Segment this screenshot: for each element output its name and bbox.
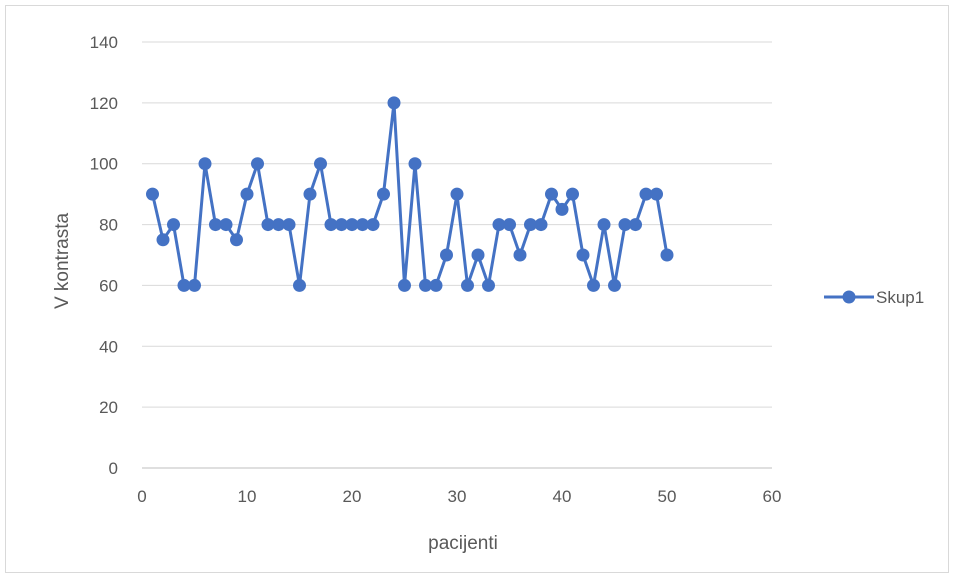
y-tick-label-140: 140 xyxy=(90,33,118,52)
data-point xyxy=(377,187,390,201)
x-tick-label-0: 0 xyxy=(137,487,146,506)
legend-marker xyxy=(842,290,856,304)
data-point xyxy=(482,278,495,292)
data-point xyxy=(545,187,558,201)
x-tick-label-30: 30 xyxy=(448,487,467,506)
data-point xyxy=(156,233,170,247)
data-point xyxy=(356,218,369,232)
data-point xyxy=(566,187,579,201)
data-point xyxy=(177,278,191,292)
data-point xyxy=(146,187,159,201)
x-tick-label-50: 50 xyxy=(658,487,677,506)
y-tick-label-0: 0 xyxy=(109,459,118,478)
series-layer xyxy=(146,96,674,292)
data-point xyxy=(461,278,474,292)
y-tick-label-80: 80 xyxy=(99,216,118,235)
data-point xyxy=(398,278,411,292)
data-point xyxy=(345,218,359,232)
data-point xyxy=(419,278,432,292)
data-point xyxy=(471,248,485,262)
data-point xyxy=(660,248,674,262)
data-point xyxy=(335,218,348,232)
data-point xyxy=(524,218,537,232)
data-point xyxy=(293,278,306,292)
data-point xyxy=(597,218,611,232)
data-point xyxy=(303,187,317,201)
data-point xyxy=(534,218,548,232)
data-point xyxy=(576,248,590,262)
y-axis-label: V kontrasta xyxy=(52,213,73,310)
data-point xyxy=(618,218,632,232)
legend-label: Skup1 xyxy=(876,288,924,307)
series-line-0 xyxy=(151,101,669,287)
data-point xyxy=(366,218,380,232)
y-tick-label-120: 120 xyxy=(90,94,118,113)
x-axis-label: pacijenti xyxy=(428,533,498,554)
x-tick-label-40: 40 xyxy=(553,487,572,506)
data-point xyxy=(314,157,327,171)
y-tick-label-40: 40 xyxy=(99,337,118,356)
data-point xyxy=(230,233,243,247)
data-point xyxy=(324,218,338,232)
x-tick-label-10: 10 xyxy=(238,487,257,506)
data-point xyxy=(282,218,296,232)
data-point xyxy=(219,218,233,232)
data-point xyxy=(188,278,201,292)
data-point xyxy=(450,187,464,201)
data-point xyxy=(272,218,285,232)
data-point xyxy=(513,248,527,262)
y-tick-label-100: 100 xyxy=(90,155,118,174)
data-point xyxy=(167,218,180,232)
data-point xyxy=(650,187,663,201)
data-point xyxy=(198,157,212,171)
data-point xyxy=(555,202,569,216)
y-tick-label-20: 20 xyxy=(99,398,118,417)
data-point xyxy=(587,278,600,292)
data-point xyxy=(440,248,453,262)
data-point xyxy=(251,157,264,171)
chart-svg: 0 20 40 60 80 100 120 140 0 10 20 30 40 50 60 pacijen… xyxy=(52,33,924,554)
data-point xyxy=(209,218,222,232)
y-tick-labels: 0 20 40 60 80 100 120 140 xyxy=(90,33,118,478)
legend: Skup1 xyxy=(824,288,924,307)
x-tick-label-60: 60 xyxy=(763,487,782,506)
data-point xyxy=(387,96,401,110)
data-point xyxy=(408,157,422,171)
chart-area: 0 20 40 60 80 100 120 140 0 10 20 30 40 50 60 pacijen… xyxy=(5,5,949,573)
data-point xyxy=(492,218,506,232)
data-point xyxy=(639,187,653,201)
data-point xyxy=(629,218,642,232)
x-tick-labels: 0 10 20 30 40 50 60 xyxy=(137,487,781,506)
data-point xyxy=(240,187,254,201)
data-point xyxy=(608,278,621,292)
data-point xyxy=(503,218,516,232)
gridlines xyxy=(142,41,772,469)
x-tick-label-20: 20 xyxy=(343,487,362,506)
data-point xyxy=(429,278,443,292)
y-tick-label-60: 60 xyxy=(99,276,118,295)
data-point xyxy=(261,218,275,232)
